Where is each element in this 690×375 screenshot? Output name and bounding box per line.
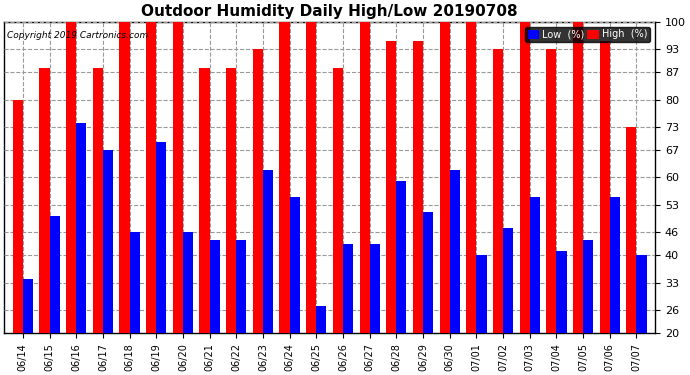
Bar <box>236 240 246 333</box>
Bar <box>306 22 316 333</box>
Bar <box>146 22 156 333</box>
Bar <box>493 49 503 333</box>
Bar <box>450 170 460 333</box>
Bar <box>333 68 343 333</box>
Bar <box>226 68 236 333</box>
Bar <box>76 123 86 333</box>
Title: Outdoor Humidity Daily High/Low 20190708: Outdoor Humidity Daily High/Low 20190708 <box>141 4 518 19</box>
Bar <box>183 232 193 333</box>
Bar <box>610 197 620 333</box>
Bar <box>199 68 210 333</box>
Bar <box>476 255 486 333</box>
Bar <box>23 279 33 333</box>
Bar <box>370 244 380 333</box>
Bar <box>12 100 23 333</box>
Bar <box>466 22 476 333</box>
Bar <box>530 197 540 333</box>
Bar <box>343 244 353 333</box>
Bar <box>279 22 290 333</box>
Bar <box>130 232 139 333</box>
Bar <box>573 22 583 333</box>
Bar <box>413 41 423 333</box>
Bar <box>520 22 530 333</box>
Bar <box>556 251 566 333</box>
Bar <box>396 181 406 333</box>
Bar <box>119 22 130 333</box>
Bar <box>92 68 103 333</box>
Bar <box>39 68 50 333</box>
Bar <box>172 22 183 333</box>
Bar <box>66 22 76 333</box>
Bar <box>359 22 370 333</box>
Bar <box>627 127 636 333</box>
Bar <box>636 255 647 333</box>
Bar <box>156 142 166 333</box>
Text: Copyright 2019 Cartronics.com: Copyright 2019 Cartronics.com <box>8 31 148 40</box>
Bar <box>290 197 299 333</box>
Bar <box>583 240 593 333</box>
Bar <box>600 41 610 333</box>
Bar <box>103 150 113 333</box>
Bar <box>253 49 263 333</box>
Bar <box>503 228 513 333</box>
Bar <box>423 213 433 333</box>
Legend: Low  (%), High  (%): Low (%), High (%) <box>524 27 650 42</box>
Bar <box>210 240 219 333</box>
Bar <box>440 22 450 333</box>
Bar <box>316 306 326 333</box>
Bar <box>50 216 59 333</box>
Bar <box>263 170 273 333</box>
Bar <box>386 41 396 333</box>
Bar <box>546 49 556 333</box>
